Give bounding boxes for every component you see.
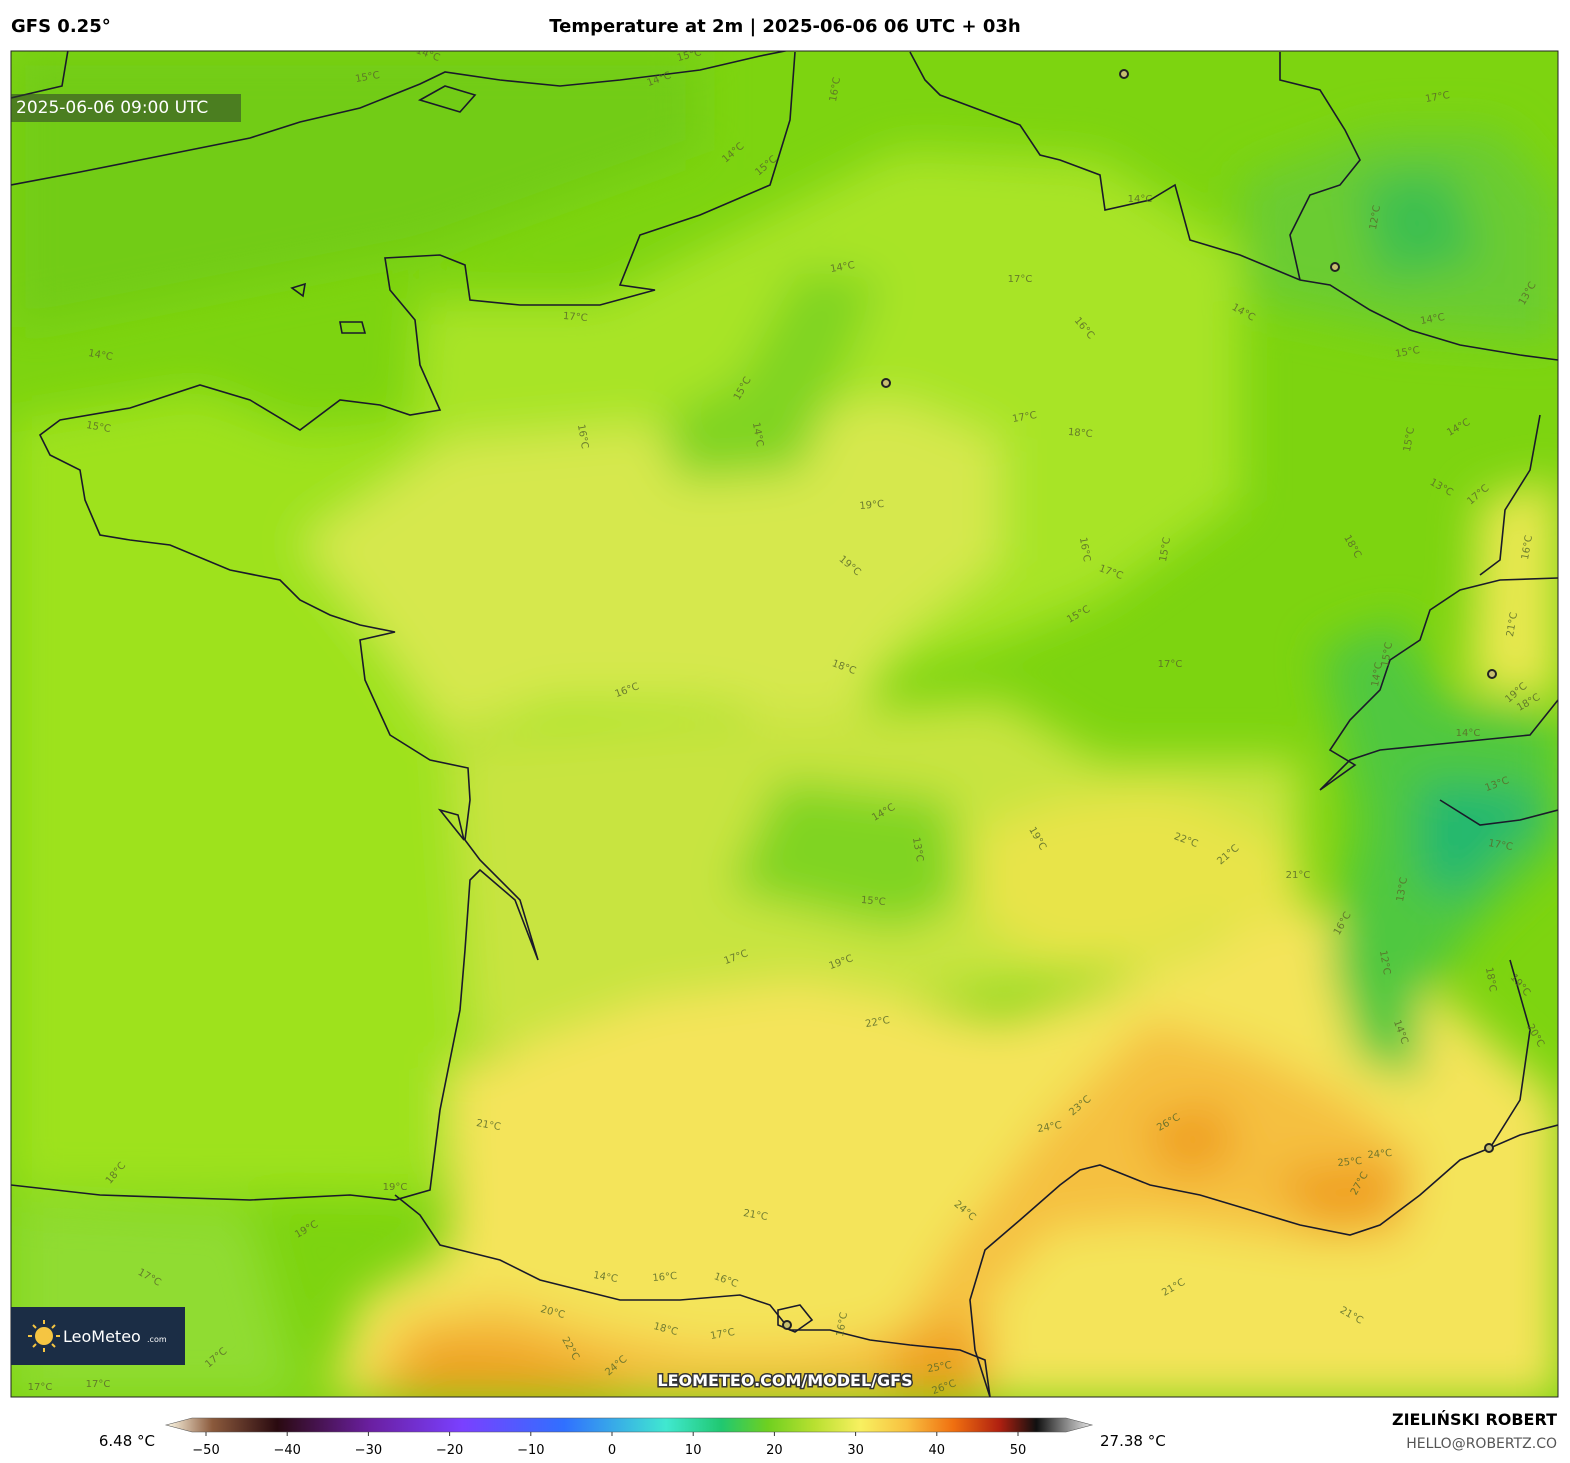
colorbar-tick-label: −40 bbox=[273, 1443, 300, 1458]
contour-label: 12°C bbox=[1377, 949, 1392, 975]
contour-label: 15°C bbox=[1402, 426, 1417, 452]
contour-label: 19°C bbox=[383, 1182, 408, 1193]
contour-label: 14°C bbox=[1128, 194, 1153, 205]
contour-label: 16°C bbox=[1077, 536, 1092, 562]
temperature-field bbox=[11, 51, 1558, 1397]
contour-label: 19°C bbox=[859, 499, 885, 512]
contour-label: 15°C bbox=[1158, 536, 1173, 562]
contour-label: 15°C bbox=[1394, 345, 1420, 360]
contour-label: 14°C bbox=[1370, 661, 1385, 687]
contour-label: 12°C bbox=[1368, 204, 1383, 230]
contour-label: 15°C bbox=[860, 895, 886, 908]
contour-label: 15°C bbox=[85, 420, 111, 435]
contour-label: 25°C bbox=[926, 1360, 952, 1375]
watermark: LEOMETEO.COM/MODEL/GFS bbox=[657, 1371, 912, 1390]
credit-email: HELLO@ROBERTZ.CO bbox=[1406, 1436, 1557, 1452]
contour-label: 18°C bbox=[1483, 966, 1498, 992]
model-name: GFS 0.25° bbox=[11, 16, 111, 37]
contour-label: 13°C bbox=[910, 836, 925, 862]
coastlines bbox=[11, 51, 1558, 1397]
colorbar-tick-label: 50 bbox=[1010, 1443, 1027, 1458]
contour-label: 17°C bbox=[86, 1379, 111, 1390]
colorbar-ticks: −50 −40 −30 −20 −10 0 10 20 30 40 50 bbox=[192, 1432, 1026, 1458]
contour-label: 16°C bbox=[652, 1271, 678, 1284]
contour-label: 24°C bbox=[1367, 1148, 1393, 1161]
colorbar-max: 27.38 °C bbox=[1100, 1432, 1166, 1450]
time-box bbox=[11, 94, 241, 122]
logo-text: LeoMeteo bbox=[63, 1327, 141, 1346]
contour-label: 14°C bbox=[750, 421, 765, 447]
contour-label: 17°C bbox=[1158, 659, 1183, 670]
contour-label: 17°C bbox=[28, 1382, 53, 1393]
contour-label: 14°C bbox=[829, 260, 855, 275]
contour-label: 16°C bbox=[835, 1311, 850, 1337]
credit-author: ZIELIŃSKI ROBERT bbox=[1392, 1410, 1557, 1429]
contour-label: 17°C bbox=[1424, 90, 1450, 105]
contour-label: 16°C bbox=[828, 76, 843, 102]
map-title: Temperature at 2m | 2025-06-06 06 UTC + … bbox=[549, 16, 1020, 37]
city-markers bbox=[782, 69, 1497, 1330]
colorbar-tick-label: 0 bbox=[608, 1443, 616, 1458]
contour-label: 15°C bbox=[354, 70, 380, 85]
valid-time: 2025-06-06 09:00 UTC bbox=[16, 98, 208, 118]
contour-label: 13°C bbox=[1395, 876, 1410, 902]
colorbar-min: 6.48 °C bbox=[99, 1432, 155, 1450]
contour-label: 17°C bbox=[1008, 274, 1033, 285]
map-frame bbox=[10, 50, 1559, 1398]
colorbar-tick-label: −50 bbox=[192, 1443, 219, 1458]
colorbar-tick-label: −20 bbox=[436, 1443, 463, 1458]
logo-suffix: .com bbox=[147, 1335, 167, 1344]
contour-label: 15°C bbox=[1380, 641, 1395, 667]
contour-label: 25°C bbox=[1337, 1156, 1363, 1169]
contour-label: 14°C bbox=[592, 1270, 618, 1285]
colorbar-tick-label: −30 bbox=[355, 1443, 382, 1458]
colorbar-tick-label: 30 bbox=[847, 1443, 864, 1458]
contour-label: 17°C bbox=[562, 311, 588, 324]
contour-label: 17°C bbox=[1487, 838, 1513, 853]
contour-label: 14°C bbox=[1419, 312, 1445, 327]
contour-label: 16°C bbox=[575, 423, 590, 449]
contour-label: 21°C bbox=[742, 1208, 768, 1223]
contour-label: 16°C bbox=[1520, 534, 1535, 560]
contour-label: 14°C bbox=[87, 348, 113, 363]
contour-label: 22°C bbox=[864, 1015, 890, 1030]
contour-label: 21°C bbox=[1286, 870, 1311, 881]
colorbar-tick-label: 10 bbox=[685, 1443, 702, 1458]
colorbar-tick-label: 20 bbox=[766, 1443, 783, 1458]
contour-label: 17°C bbox=[1011, 410, 1037, 425]
colorbar bbox=[164, 1417, 1094, 1433]
colorbar-tick-label: 40 bbox=[929, 1443, 946, 1458]
contour-label: 17°C bbox=[709, 1327, 735, 1342]
contour-label: 21°C bbox=[475, 1118, 501, 1133]
contour-label: 24°C bbox=[1036, 1120, 1062, 1135]
map: 15°C14°C14°C15°C16°C 17°C14°C15°C14°C12°C… bbox=[11, 51, 1558, 1397]
contour-label: 14°C bbox=[1456, 728, 1481, 739]
contour-label: 21°C bbox=[1505, 611, 1520, 637]
logo-sun bbox=[28, 1320, 60, 1352]
colorbar-tick-label: −10 bbox=[517, 1443, 544, 1458]
contour-label: 18°C bbox=[1067, 427, 1093, 440]
